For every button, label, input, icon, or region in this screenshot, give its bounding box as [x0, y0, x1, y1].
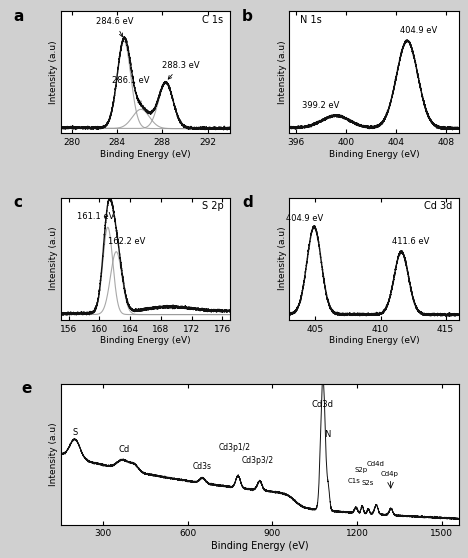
Text: 404.9 eV: 404.9 eV — [400, 26, 437, 35]
Text: Cd3p1/2: Cd3p1/2 — [219, 444, 250, 453]
X-axis label: Binding Energy (eV): Binding Energy (eV) — [211, 541, 308, 551]
Text: C1s: C1s — [347, 478, 360, 484]
Text: Cd: Cd — [119, 445, 130, 454]
Text: c: c — [14, 195, 22, 210]
Text: Cd3d: Cd3d — [312, 400, 334, 409]
X-axis label: Binding Energy (eV): Binding Energy (eV) — [329, 336, 419, 345]
Text: 288.3 eV: 288.3 eV — [161, 61, 199, 79]
X-axis label: Binding Energy (eV): Binding Energy (eV) — [100, 150, 191, 159]
Text: C 1s: C 1s — [202, 15, 223, 25]
Text: Cd 3d: Cd 3d — [424, 201, 452, 211]
Text: 162.2 eV: 162.2 eV — [108, 237, 145, 246]
Y-axis label: Intensity (a.u): Intensity (a.u) — [278, 227, 286, 291]
Y-axis label: Intensity (a.u): Intensity (a.u) — [49, 422, 58, 486]
Text: 161.1 eV: 161.1 eV — [77, 212, 114, 221]
X-axis label: Binding Energy (eV): Binding Energy (eV) — [329, 150, 419, 159]
Text: 286.1 eV: 286.1 eV — [112, 76, 150, 105]
Y-axis label: Intensity (a.u): Intensity (a.u) — [278, 41, 286, 104]
Y-axis label: Intensity (a.u): Intensity (a.u) — [49, 41, 58, 104]
Text: N: N — [324, 430, 331, 439]
Text: d: d — [242, 195, 253, 210]
Text: Cd3s: Cd3s — [193, 462, 212, 471]
Text: e: e — [21, 381, 31, 396]
Text: 284.6 eV: 284.6 eV — [96, 17, 134, 37]
Text: N 1s: N 1s — [300, 15, 321, 25]
X-axis label: Binding Energy (eV): Binding Energy (eV) — [100, 336, 191, 345]
Text: S 2p: S 2p — [202, 201, 223, 211]
Text: a: a — [14, 9, 24, 24]
Text: 404.9 eV: 404.9 eV — [286, 214, 323, 223]
Text: 411.6 eV: 411.6 eV — [392, 237, 429, 246]
Text: S2p: S2p — [355, 467, 368, 473]
Text: Cd4p: Cd4p — [380, 471, 398, 477]
Text: S: S — [73, 429, 78, 437]
Text: S2s: S2s — [362, 480, 374, 486]
Text: 399.2 eV: 399.2 eV — [302, 101, 339, 110]
Y-axis label: Intensity (a.u): Intensity (a.u) — [49, 227, 58, 291]
Text: Cd3p3/2: Cd3p3/2 — [241, 456, 274, 465]
Text: Cd4d: Cd4d — [367, 461, 385, 468]
Text: b: b — [242, 9, 253, 24]
